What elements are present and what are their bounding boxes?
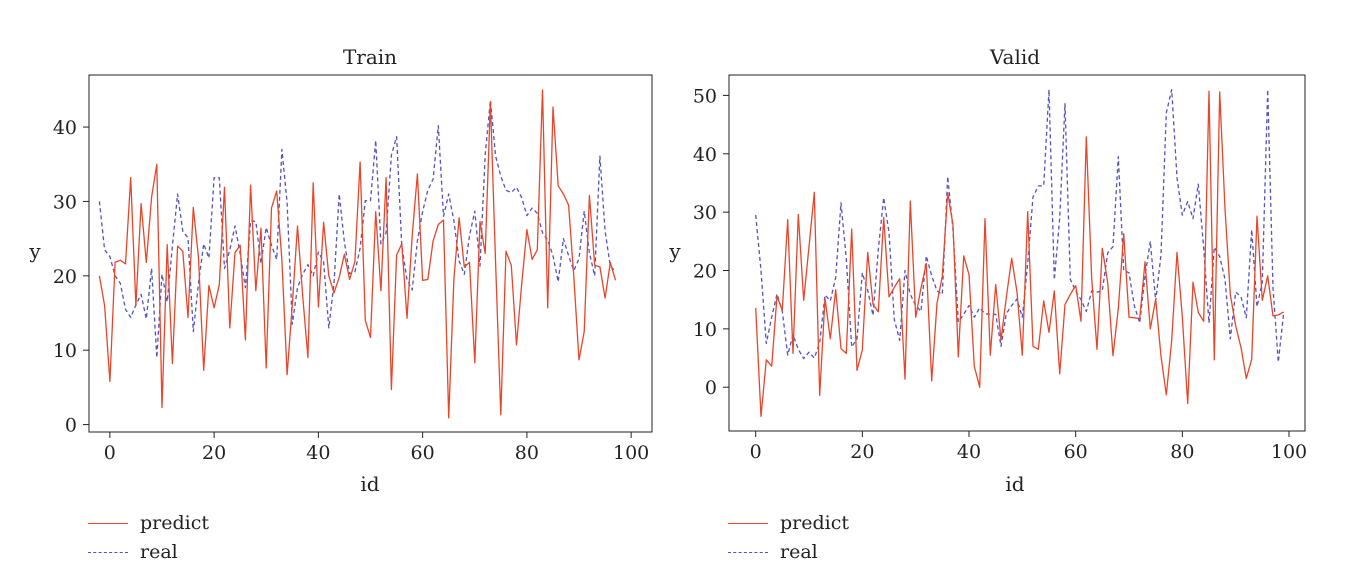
legend-label-predict: predict — [780, 512, 850, 534]
valid-y-tick-label: 0 — [705, 377, 717, 399]
train-title: Train — [343, 45, 397, 69]
train-series — [98, 89, 617, 419]
train-chart: Train y id 0 20 40 60 80 100 0 10 20 30 40 — [28, 45, 653, 496]
valid-real-line — [755, 88, 1285, 363]
train-plot-frame — [88, 74, 653, 433]
valid-predict-line — [755, 90, 1285, 418]
valid-series — [755, 88, 1285, 418]
predict-line-swatch — [728, 523, 768, 524]
real-line-swatch — [728, 552, 768, 553]
real-line-swatch — [88, 552, 128, 553]
valid-y-axis-label: y — [668, 239, 681, 263]
train-x-tick-label: 0 — [104, 442, 116, 464]
train-y-axis-label: y — [28, 239, 41, 263]
legend-item-real: real — [728, 538, 849, 567]
legend-item-predict: predict — [88, 509, 209, 538]
legend-label-real: real — [780, 541, 818, 563]
valid-x-tick-label: 100 — [1271, 441, 1307, 463]
valid-plot-frame — [728, 74, 1306, 432]
valid-x-tick-label: 40 — [957, 441, 981, 463]
valid-y-tick-label: 40 — [693, 144, 717, 166]
legend-item-real: real — [88, 538, 209, 567]
legend-label-real: real — [140, 541, 178, 563]
train-x-axis-label: id — [360, 472, 379, 496]
valid-y-tick-label: 10 — [693, 319, 717, 341]
train-x-tick-label: 60 — [411, 442, 435, 464]
valid-ticks: 0 20 40 60 80 100 0 10 20 30 40 50 — [693, 85, 1307, 463]
valid-legend: predict real — [728, 509, 849, 567]
valid-chart: Valid y id 0 20 40 60 80 100 0 10 20 30 40 50 — [668, 45, 1307, 496]
valid-title: Valid — [989, 45, 1040, 69]
train-predict-line — [98, 89, 617, 419]
train-y-tick-label: 30 — [53, 191, 77, 213]
valid-x-tick-label: 0 — [750, 441, 762, 463]
train-real-line — [98, 99, 616, 359]
valid-x-tick-label: 80 — [1170, 441, 1194, 463]
train-ticks: 0 20 40 60 80 100 0 10 20 30 40 — [53, 117, 649, 464]
train-x-tick-label: 100 — [613, 442, 649, 464]
train-y-tick-label: 10 — [53, 340, 77, 362]
valid-y-tick-label: 50 — [693, 85, 717, 107]
train-y-tick-label: 0 — [65, 415, 77, 437]
train-x-tick-label: 80 — [515, 442, 539, 464]
legend-item-predict: predict — [728, 509, 849, 538]
train-x-tick-label: 20 — [202, 442, 226, 464]
train-y-tick-label: 20 — [53, 266, 77, 288]
predict-line-swatch — [88, 523, 128, 524]
valid-y-tick-label: 20 — [693, 261, 717, 283]
valid-x-tick-label: 20 — [850, 441, 874, 463]
train-y-tick-label: 40 — [53, 117, 77, 139]
valid-x-axis-label: id — [1005, 472, 1024, 496]
valid-y-tick-label: 30 — [693, 202, 717, 224]
valid-x-tick-label: 60 — [1064, 441, 1088, 463]
train-x-tick-label: 40 — [306, 442, 330, 464]
train-legend: predict real — [88, 509, 209, 567]
legend-label-predict: predict — [140, 512, 210, 534]
